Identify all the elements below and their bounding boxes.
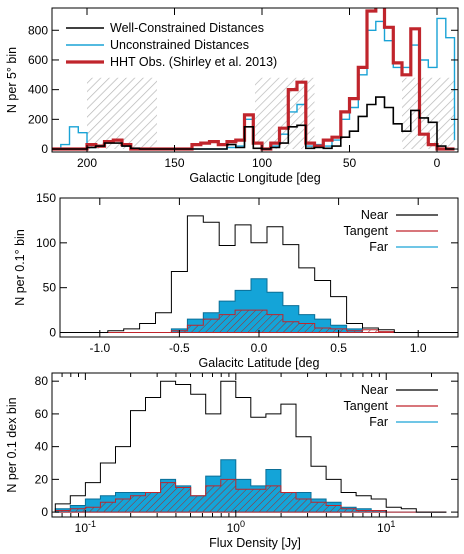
x-axis-title: Galactic Longitude [deg [189,171,320,185]
plot-area [52,8,456,151]
x-tick-label: 150 [164,156,184,170]
y-axis-title: N per 0.1 dex bin [5,397,19,492]
legend-label: Tangent [344,399,389,413]
plot-area [60,215,458,333]
legend: Near Tangent Far [344,383,438,429]
y-tick-label: 60 [35,407,49,421]
axes-frame [51,372,459,518]
legend: Near Tangent Far [344,208,438,254]
panel-1: 200 150 100 50 0 0 200 400 600 800 Galactic Longit… [5,7,459,185]
legend-label: HHT Obs. (Shirley et al. 2013) [110,55,277,69]
y-tick-label: 20 [35,472,49,486]
legend-label: Far [369,240,388,254]
legend-label: Unconstrained Distances [110,38,249,52]
y-tick-label: 0 [41,505,48,519]
legend-label: Tangent [344,224,389,238]
y-tick-label: 40 [35,440,49,454]
x-tick-label: 10-1 [75,519,96,535]
y-tick-label: 200 [28,112,48,126]
tangent-hatch-overlay [55,479,447,513]
x-tick-label: 100 [252,156,272,170]
legend-label: Well-Constrained Distances [110,21,264,35]
y-axis-title: N per 5° bin [5,47,19,113]
legend-label: Far [369,415,388,429]
y-axis-title: N per 0.1° bin [13,229,27,306]
x-tick-label: 0.0 [251,341,268,355]
y-tick-label: 400 [28,83,48,97]
x-tick-label: 101 [377,519,395,535]
axes-frame [51,7,459,153]
x-tick-label: 0 [434,156,441,170]
panel-2: -1.0 -0.5 0.0 0.5 1.0 0 50 100 150 Galacitc Latit… [13,191,459,370]
y-tick-label: 100 [36,236,56,250]
y-tick-label: 0 [49,326,56,340]
legend-label: Near [361,383,388,397]
series-0-histogram [52,96,455,150]
y-tick-label: 50 [43,281,57,295]
legend-label: Near [361,208,388,222]
shaded-region [87,77,157,150]
y-tick-label: 0 [41,142,48,156]
panel-3: 10-1 100 101 0 20 40 60 80 Flux Density [Jy] N pe… [5,372,459,550]
y-tick-label: 600 [28,53,48,67]
x-axis-title: Flux Density [Jy] [209,536,301,550]
series-2-histogram [52,8,455,151]
x-axis-title: Galacitc Latitude [deg [199,356,320,370]
x-tick-label: -0.5 [169,341,190,355]
near-histogram [54,380,447,513]
y-tick-label: 150 [36,191,56,205]
near-histogram [60,215,458,333]
x-tick-label: 1.0 [410,341,427,355]
x-tick-label: -1.0 [89,341,110,355]
x-tick-label: 0.5 [330,341,347,355]
legend: Well-Constrained Distances Unconstrained … [66,21,277,69]
plot-area [54,380,447,513]
x-tick-label: 50 [343,156,357,170]
y-tick-label: 80 [35,374,49,388]
tangent-hatch-overlay [60,310,458,333]
x-tick-label: 100 [227,519,245,535]
x-tick-label: 200 [77,156,97,170]
y-tick-label: 800 [28,23,48,37]
